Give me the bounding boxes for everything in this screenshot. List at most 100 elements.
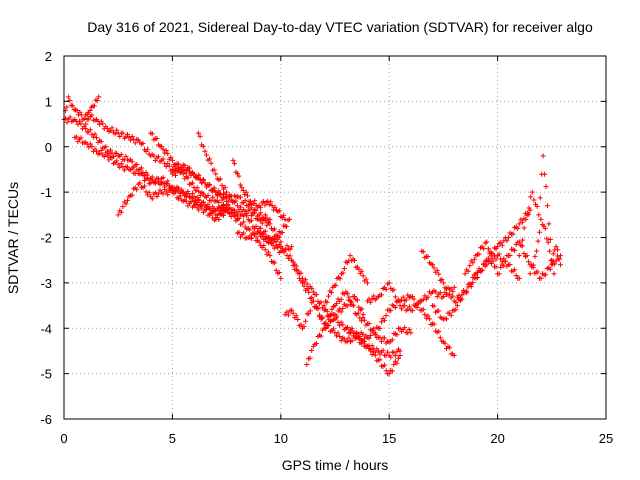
plus-marker xyxy=(186,168,192,174)
x-tick-label: 10 xyxy=(274,431,288,446)
plus-marker xyxy=(171,185,177,191)
plus-marker xyxy=(120,204,126,210)
x-tick-label: 0 xyxy=(60,431,67,446)
plus-marker xyxy=(221,212,227,218)
plus-marker xyxy=(114,127,120,133)
data-point xyxy=(534,248,540,254)
data-point xyxy=(321,303,327,309)
plus-marker xyxy=(203,152,209,158)
plus-marker xyxy=(176,196,182,202)
plus-marker xyxy=(447,291,453,297)
plus-marker xyxy=(89,112,95,118)
plus-marker xyxy=(515,226,521,232)
plus-marker xyxy=(324,322,330,328)
plus-marker xyxy=(535,238,541,244)
data-point xyxy=(516,221,522,227)
plus-marker xyxy=(233,198,239,204)
plus-marker xyxy=(553,258,559,264)
plus-marker xyxy=(340,270,346,276)
plus-marker xyxy=(470,280,476,286)
series-arc-O xyxy=(321,253,371,309)
plus-marker xyxy=(450,293,456,299)
data-point xyxy=(96,94,102,100)
plus-marker xyxy=(341,336,347,342)
plus-marker xyxy=(248,218,254,224)
plus-marker xyxy=(521,250,527,256)
plus-marker xyxy=(395,355,401,361)
plus-marker xyxy=(103,144,109,150)
plus-marker xyxy=(295,268,301,274)
series-arc-Q xyxy=(365,280,457,314)
plus-marker xyxy=(264,239,270,245)
plus-marker xyxy=(512,267,518,273)
plus-marker xyxy=(284,309,290,315)
series-arc-G xyxy=(169,166,230,200)
plus-marker xyxy=(354,297,360,303)
plus-marker xyxy=(285,312,291,318)
plus-marker xyxy=(344,303,350,309)
plus-marker xyxy=(259,220,265,226)
data-point xyxy=(104,153,110,159)
data-point xyxy=(267,216,273,222)
plus-marker xyxy=(389,368,395,374)
plus-marker xyxy=(199,180,205,186)
plus-marker xyxy=(356,304,362,310)
data-point xyxy=(544,203,550,209)
plus-marker xyxy=(420,297,426,303)
plus-marker xyxy=(368,299,374,305)
series-arc-U xyxy=(516,153,563,268)
plus-marker xyxy=(142,183,148,189)
plus-marker xyxy=(279,229,285,235)
plus-marker xyxy=(481,261,487,267)
data-point xyxy=(202,148,208,154)
series-arc-T xyxy=(462,239,563,281)
plus-marker xyxy=(268,199,274,205)
plus-marker xyxy=(298,322,304,328)
plus-marker xyxy=(383,286,389,292)
plus-marker xyxy=(504,238,510,244)
plus-marker xyxy=(260,199,266,205)
plus-marker xyxy=(208,210,214,216)
y-tick-label: 1 xyxy=(45,94,52,109)
plus-marker xyxy=(248,236,254,242)
data-point xyxy=(65,94,71,100)
plus-marker xyxy=(437,335,443,341)
plus-marker xyxy=(530,262,536,268)
series-arc-C xyxy=(72,134,230,218)
plus-marker xyxy=(389,337,395,343)
plus-marker xyxy=(172,189,178,195)
plus-marker xyxy=(394,349,400,355)
data-point xyxy=(169,166,175,172)
plus-marker xyxy=(507,252,513,258)
data-point xyxy=(386,280,392,286)
plus-marker xyxy=(157,179,163,185)
plus-marker xyxy=(388,308,394,314)
plus-marker xyxy=(117,133,123,139)
data-point xyxy=(234,203,240,209)
plus-marker xyxy=(555,247,561,253)
plus-marker xyxy=(253,223,259,229)
plus-marker xyxy=(197,133,203,139)
plus-marker xyxy=(436,328,442,334)
plus-marker xyxy=(360,331,366,337)
data-point xyxy=(397,348,403,354)
plus-marker xyxy=(200,176,206,182)
plus-marker xyxy=(304,286,310,292)
plus-marker xyxy=(346,335,352,341)
plus-marker xyxy=(107,147,113,153)
plus-marker xyxy=(262,228,268,234)
plus-marker xyxy=(425,313,431,319)
data-point xyxy=(247,198,253,204)
plus-marker xyxy=(241,230,247,236)
plus-marker xyxy=(103,150,109,156)
plus-marker xyxy=(485,255,491,261)
plus-marker xyxy=(467,263,473,269)
plus-marker xyxy=(129,165,135,171)
plus-marker xyxy=(258,225,264,231)
plus-marker xyxy=(325,293,331,299)
plus-marker xyxy=(97,150,103,156)
plus-marker xyxy=(86,144,92,150)
plus-marker xyxy=(338,309,344,315)
plus-marker xyxy=(109,155,115,161)
